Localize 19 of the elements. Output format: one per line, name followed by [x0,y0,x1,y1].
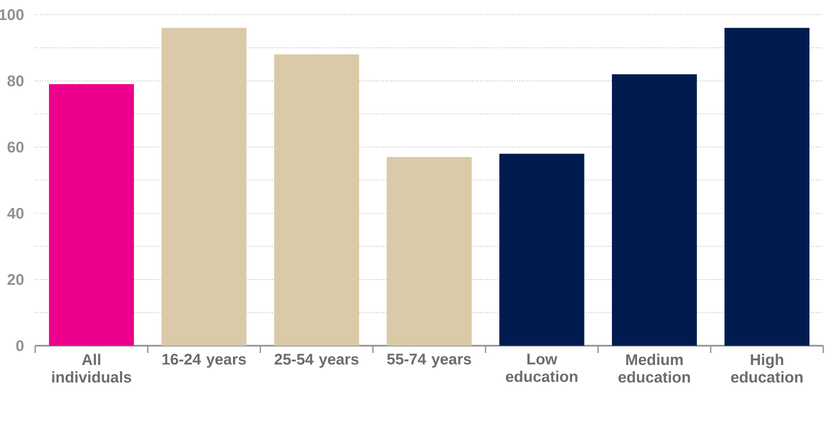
x-tick-label: Low education [506,354,578,382]
y-tick-label: 60 [8,141,24,152]
bar [162,28,247,346]
y-tick-label: 20 [8,274,24,285]
x-tick-label: High education [731,354,802,382]
bar [612,74,697,346]
x-tick-label: Medium education [618,354,690,382]
y-tick-label: 0 [16,340,24,351]
x-tick-label: 16-24 years [162,354,246,368]
bar [499,153,584,346]
bar [724,28,810,346]
bar [274,54,360,346]
y-tick-label: 40 [7,208,24,219]
x-tick-label: All individuals [52,354,132,382]
bar [48,84,134,346]
y-tick-label: 80 [8,75,24,86]
x-tick-label: 55-74 years [387,354,472,368]
bar [386,156,472,346]
x-tick-label: 25-54 years [274,354,358,368]
